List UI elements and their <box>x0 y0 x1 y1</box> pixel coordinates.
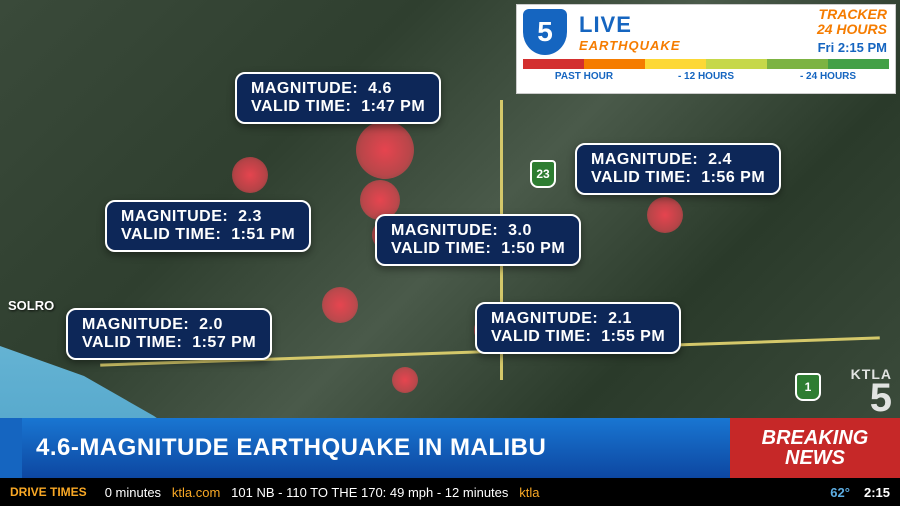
lower-third: 4.6-MAGNITUDE EARTHQUAKE IN MALIBU BREAK… <box>0 418 900 478</box>
ticker-temperature: 62° <box>830 485 854 500</box>
magnitude-line: MAGNITUDE: 2.1 <box>491 310 665 328</box>
valid-time-line: VALID TIME: 1:50 PM <box>391 240 565 258</box>
earthquake-marker <box>647 197 683 233</box>
tracker-timestamp: Fri 2:15 PM <box>783 40 887 55</box>
ticker-scroll-text: 0 minutes ktla.com 101 NB - 110 TO THE 1… <box>97 485 831 500</box>
quake-data-box: MAGNITUDE: 4.6VALID TIME: 1:47 PM <box>235 72 441 124</box>
legend-past-hour: PAST HOUR <box>523 71 645 82</box>
quake-data-box: MAGNITUDE: 2.4VALID TIME: 1:56 PM <box>575 143 781 195</box>
valid-time-line: VALID TIME: 1:55 PM <box>491 328 665 346</box>
earthquake-marker <box>232 157 268 193</box>
news-ticker: DRIVE TIMES 0 minutes ktla.com 101 NB - … <box>0 478 900 506</box>
lower-third-accent <box>0 418 22 478</box>
tracker-bar-segment <box>828 59 889 69</box>
earthquake-marker <box>322 287 358 323</box>
tracker-bar-segment <box>767 59 828 69</box>
tracker-bar-segment <box>584 59 645 69</box>
route-badge: 1 <box>795 373 821 401</box>
route-badge: 23 <box>530 160 556 188</box>
place-label-solro: SOLRO <box>8 298 54 313</box>
tracker-bar-segment <box>523 59 584 69</box>
legend-24-hours: - 24 HOURS <box>767 71 889 82</box>
breaking-news-badge: BREAKING NEWS <box>730 418 900 478</box>
legend-12-hours: - 12 HOURS <box>645 71 767 82</box>
earthquake-tracker-panel: 5 LIVE EARTHQUAKE TRACKER 24 HOURS Fri 2… <box>516 4 896 94</box>
tracker-bar-segment <box>706 59 767 69</box>
valid-time-line: VALID TIME: 1:51 PM <box>121 226 295 244</box>
tracker-bar-segment <box>645 59 706 69</box>
quake-data-box: MAGNITUDE: 2.0VALID TIME: 1:57 PM <box>66 308 272 360</box>
magnitude-line: MAGNITUDE: 2.0 <box>82 316 256 334</box>
magnitude-line: MAGNITUDE: 3.0 <box>391 222 565 240</box>
station-number: 5 <box>851 382 892 414</box>
quake-data-box: MAGNITUDE: 3.0VALID TIME: 1:50 PM <box>375 214 581 266</box>
logo-number: 5 <box>523 9 567 55</box>
ticker-section-label: DRIVE TIMES <box>0 485 97 499</box>
ticker-clock: 2:15 <box>854 485 900 500</box>
magnitude-line: MAGNITUDE: 2.4 <box>591 151 765 169</box>
tracker-label: TRACKER <box>783 7 887 22</box>
valid-time-line: VALID TIME: 1:47 PM <box>251 98 425 116</box>
quake-data-box: MAGNITUDE: 2.3VALID TIME: 1:51 PM <box>105 200 311 252</box>
headline: 4.6-MAGNITUDE EARTHQUAKE IN MALIBU <box>22 418 730 478</box>
valid-time-line: VALID TIME: 1:56 PM <box>591 169 765 187</box>
station-bug: KTLA 5 <box>851 366 892 414</box>
tracker-legend: PAST HOUR - 12 HOURS - 24 HOURS <box>517 69 895 84</box>
tracker-hours: 24 HOURS <box>783 22 887 37</box>
earthquake-marker <box>392 367 418 393</box>
quake-data-box: MAGNITUDE: 2.1VALID TIME: 1:55 PM <box>475 302 681 354</box>
valid-time-line: VALID TIME: 1:57 PM <box>82 334 256 352</box>
station-logo: 5 <box>517 5 573 59</box>
tracker-live-label: LIVE <box>579 12 769 38</box>
magnitude-line: MAGNITUDE: 4.6 <box>251 80 425 98</box>
tracker-earthquake-label: EARTHQUAKE <box>579 38 769 53</box>
earthquake-marker <box>356 121 414 179</box>
tracker-color-bar <box>523 59 889 69</box>
magnitude-line: MAGNITUDE: 2.3 <box>121 208 295 226</box>
